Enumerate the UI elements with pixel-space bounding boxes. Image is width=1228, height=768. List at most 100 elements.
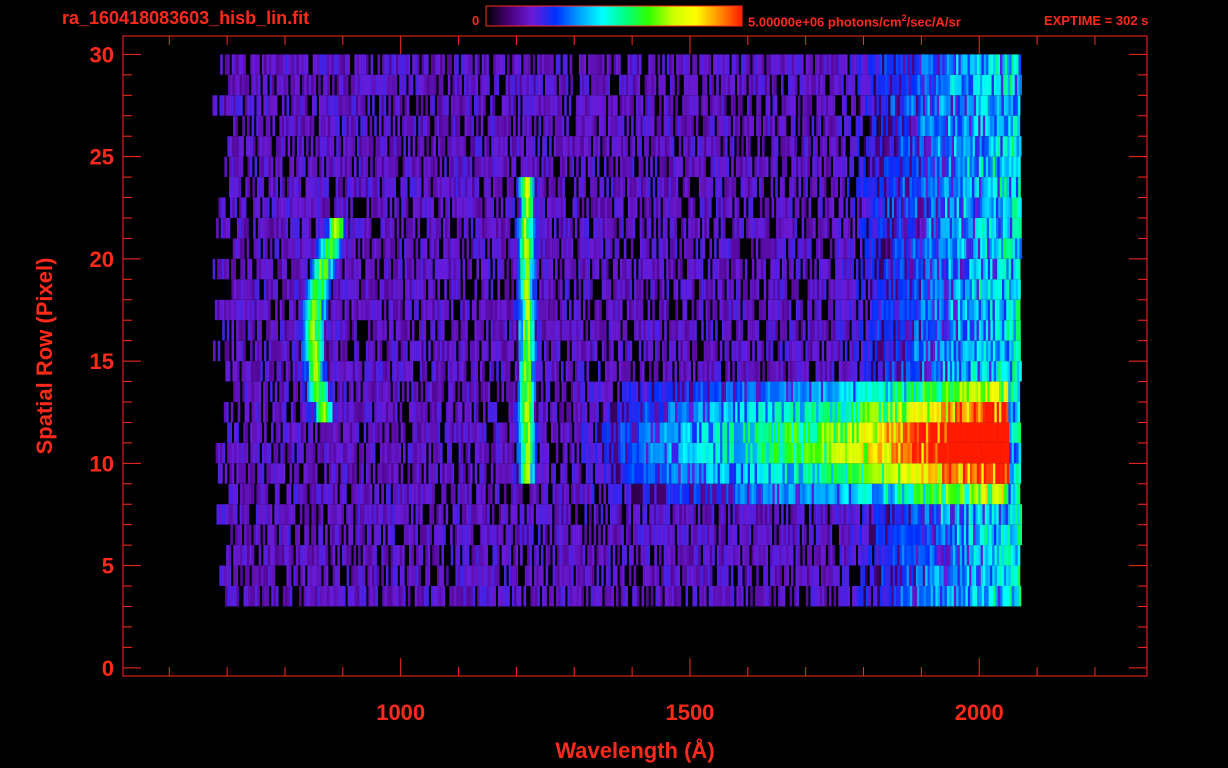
heatmap-cell	[943, 381, 946, 402]
heatmap-cell	[229, 442, 233, 464]
heatmap-cell	[254, 565, 257, 586]
heatmap-cell	[636, 299, 639, 321]
heatmap-cell	[796, 279, 799, 300]
heatmap-cell	[590, 586, 594, 607]
heatmap-cell	[997, 463, 1001, 484]
heatmap-cell	[516, 586, 520, 607]
heatmap-cell	[671, 442, 675, 464]
heatmap-cell	[624, 320, 628, 341]
heatmap-cell	[851, 299, 854, 321]
heatmap-cell	[800, 340, 804, 362]
heatmap-cell	[835, 258, 838, 280]
heatmap-cell	[852, 442, 855, 464]
heatmap-cell	[912, 463, 915, 484]
heatmap-cell	[895, 299, 898, 321]
heatmap-cell	[638, 463, 642, 484]
heatmap-cell	[560, 279, 563, 300]
heatmap-cell	[372, 422, 376, 443]
heatmap-cell	[815, 361, 819, 382]
heatmap-cell	[453, 340, 457, 362]
heatmap-cell	[307, 340, 311, 362]
heatmap-cell	[633, 565, 637, 586]
heatmap-cell	[740, 565, 743, 586]
heatmap-cell	[493, 586, 496, 607]
heatmap-cell	[1006, 483, 1009, 505]
heatmap-cell	[791, 279, 794, 300]
heatmap-cell	[890, 381, 893, 402]
heatmap-cell	[1004, 279, 1007, 300]
heatmap-cell	[999, 565, 1002, 586]
heatmap-cell	[409, 545, 412, 566]
heatmap-cell	[723, 565, 727, 586]
heatmap-cell	[795, 483, 799, 505]
heatmap-cell	[326, 320, 329, 341]
heatmap-cell	[772, 402, 775, 423]
heatmap-cell	[627, 340, 630, 362]
heatmap-cell	[345, 463, 348, 484]
heatmap-cell	[792, 504, 796, 525]
heatmap-cell	[575, 545, 579, 566]
heatmap-cell	[781, 524, 784, 546]
heatmap-cell	[860, 279, 864, 300]
heatmap-cell	[883, 402, 886, 423]
heatmap-cell	[635, 524, 638, 546]
heatmap-cell	[596, 258, 600, 280]
heatmap-cell	[849, 258, 852, 280]
heatmap-cell	[737, 545, 741, 566]
heatmap-cell	[270, 258, 273, 280]
heatmap-cell	[775, 442, 779, 464]
heatmap-cell	[305, 279, 309, 300]
heatmap-cell	[969, 483, 972, 505]
heatmap-cell	[306, 504, 310, 525]
heatmap-cell	[752, 422, 755, 443]
heatmap-cell	[983, 340, 987, 362]
heatmap-cell	[462, 483, 465, 505]
heatmap-cell	[790, 483, 794, 505]
heatmap-cell	[990, 320, 994, 341]
heatmap-cell	[446, 340, 450, 362]
heatmap-cell	[798, 422, 802, 443]
heatmap-cell	[932, 279, 936, 300]
heatmap-cell	[564, 258, 567, 280]
heatmap-cell	[1015, 258, 1019, 280]
heatmap-cell	[778, 361, 782, 382]
heatmap-cell	[367, 402, 370, 423]
heatmap-cell	[965, 586, 969, 607]
heatmap-cell	[774, 483, 778, 505]
heatmap-cell	[331, 422, 334, 443]
heatmap-cell	[679, 402, 683, 423]
heatmap-cell	[660, 504, 664, 525]
heatmap-cell	[442, 320, 445, 341]
heatmap-cell	[324, 586, 327, 607]
heatmap-cell	[885, 381, 889, 402]
heatmap-cell	[358, 402, 361, 423]
heatmap-cell	[789, 442, 793, 464]
heatmap-cell	[396, 361, 400, 382]
heatmap-cell	[310, 279, 313, 300]
heatmap-cell	[981, 320, 984, 341]
heatmap-cell	[840, 279, 843, 300]
heatmap-cell	[920, 299, 924, 321]
heatmap-cell	[217, 258, 220, 280]
heatmap-cell	[590, 442, 594, 464]
heatmap-cell	[738, 340, 741, 362]
heatmap-cell	[942, 586, 945, 607]
heatmap-cell	[936, 483, 940, 505]
heatmap-cell	[561, 504, 564, 525]
heatmap-cell	[886, 279, 889, 300]
heatmap-cell	[895, 442, 899, 464]
heatmap-cell	[273, 279, 276, 300]
heatmap-cell	[781, 258, 785, 280]
heatmap-cell	[471, 565, 475, 586]
heatmap-cell	[762, 504, 766, 525]
heatmap-cell	[694, 586, 698, 607]
heatmap-cell	[282, 340, 286, 362]
heatmap-cell	[888, 299, 891, 321]
heatmap-cell	[582, 381, 585, 402]
heatmap-cell	[267, 545, 271, 566]
heatmap-cell	[398, 279, 401, 300]
heatmap-cell	[633, 402, 636, 423]
heatmap-cell	[649, 402, 653, 423]
heatmap-cell	[820, 381, 824, 402]
heatmap-cell	[460, 422, 464, 443]
